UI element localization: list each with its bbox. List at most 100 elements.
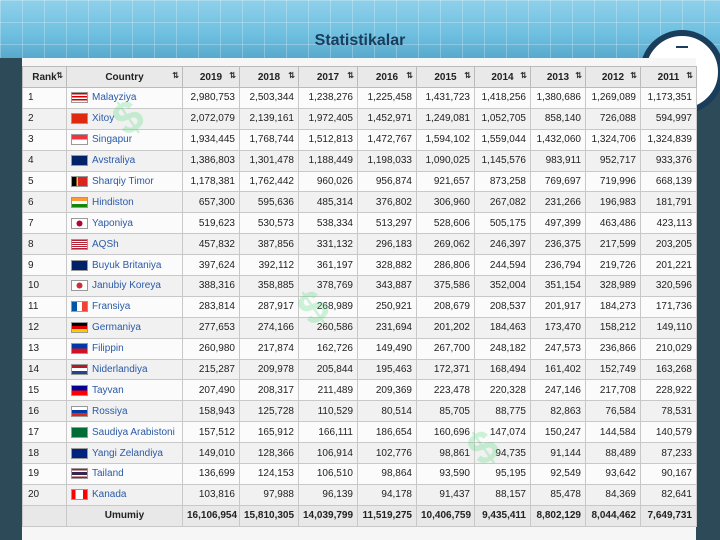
- country-name[interactable]: Buyuk Britaniya: [92, 259, 162, 271]
- sort-arrows-icon[interactable]: ⇅: [347, 71, 354, 80]
- country-cell[interactable]: Janubiy Koreya: [66, 275, 183, 297]
- sort-arrows-icon[interactable]: ⇅: [520, 71, 527, 80]
- value-cell-2016: 1,452,971: [357, 107, 417, 130]
- country-name[interactable]: Janubiy Koreya: [92, 280, 161, 292]
- country-cell[interactable]: Malayziya: [66, 87, 183, 109]
- sort-arrows-icon[interactable]: ⇅: [56, 71, 63, 80]
- value-cell-2013: 85,478: [530, 483, 586, 506]
- column-header-2017[interactable]: 2017 ⇅: [298, 66, 358, 88]
- country-cell[interactable]: Rossiya: [66, 400, 183, 423]
- sort-arrows-icon[interactable]: ⇅: [630, 71, 637, 80]
- value-cell-2014: 352,004: [474, 275, 531, 297]
- country-cell[interactable]: Fransiya: [66, 295, 183, 318]
- sort-arrows-icon[interactable]: ⇅: [575, 71, 582, 80]
- country-cell[interactable]: Tayvan: [66, 379, 183, 402]
- country-cell[interactable]: Avstraliya: [66, 149, 183, 172]
- country-name[interactable]: Tailand: [92, 468, 124, 480]
- country-cell[interactable]: Yaponiya: [66, 212, 183, 235]
- table-body: 1 Malayziya 2,980,753 2,503,344 1,238,276 1,2…: [22, 87, 697, 506]
- country-name[interactable]: Avstraliya: [92, 155, 136, 167]
- rank-cell: 2: [22, 107, 67, 130]
- australia-flag-icon: [71, 155, 88, 167]
- value-cell-2015: 208,679: [416, 295, 475, 318]
- country-cell[interactable]: Niderlandiya: [66, 358, 183, 381]
- value-cell-2012: 328,989: [585, 275, 641, 297]
- column-header-2011[interactable]: 2011 ⇅: [640, 66, 697, 88]
- value-cell-2016: 231,694: [357, 316, 417, 339]
- value-cell-2017: 110,529: [298, 400, 358, 423]
- column-header-2013[interactable]: 2013 ⇅: [530, 66, 586, 88]
- value-cell-2015: 98,861: [416, 442, 475, 465]
- column-header-label: Rank: [32, 71, 57, 83]
- value-cell-2013: 983,911: [530, 149, 586, 172]
- column-header-2015[interactable]: 2015 ⇅: [416, 66, 475, 88]
- value-cell-2013: 201,917: [530, 295, 586, 318]
- country-cell[interactable]: AQSh: [66, 233, 183, 256]
- value-cell-2017: 205,844: [298, 358, 358, 381]
- sort-arrows-icon[interactable]: ⇅: [172, 71, 179, 80]
- country-cell[interactable]: Xitoy: [66, 107, 183, 130]
- country-cell[interactable]: Singapur: [66, 128, 183, 151]
- value-cell-2018: 358,885: [239, 275, 299, 297]
- column-header-label: 2011: [657, 71, 680, 83]
- country-cell[interactable]: Filippin: [66, 337, 183, 360]
- value-cell-2017: 1,188,449: [298, 149, 358, 172]
- country-cell[interactable]: Tailand: [66, 463, 183, 485]
- value-cell-2019: 157,512: [182, 421, 240, 444]
- table-row: 13 Filippin 260,980 217,874 162,726 149,490 26…: [22, 337, 697, 360]
- country-name[interactable]: Tayvan: [92, 384, 124, 396]
- sort-arrows-icon[interactable]: ⇅: [406, 71, 413, 80]
- country-name[interactable]: Sharqiy Timor: [92, 176, 154, 188]
- value-cell-2019: 136,699: [182, 463, 240, 485]
- country-cell[interactable]: Saudiya Arabistoni: [66, 421, 183, 444]
- value-cell-2019: 2,980,753: [182, 87, 240, 109]
- country-name[interactable]: Xitoy: [92, 113, 115, 125]
- country-name[interactable]: Rossiya: [92, 405, 128, 417]
- country-name[interactable]: Kanada: [92, 489, 127, 501]
- value-cell-2014: 267,082: [474, 191, 531, 214]
- country-cell[interactable]: Buyuk Britaniya: [66, 254, 183, 277]
- value-cell-2018: 2,139,161: [239, 107, 299, 130]
- sort-arrows-icon[interactable]: ⇅: [464, 71, 471, 80]
- value-cell-2011: 1,173,351: [640, 87, 697, 109]
- country-name[interactable]: Saudiya Arabistoni: [92, 426, 175, 438]
- country-name[interactable]: AQSh: [92, 238, 119, 250]
- country-name[interactable]: Yaponiya: [92, 217, 133, 229]
- country-name[interactable]: Germaniya: [92, 322, 141, 334]
- table-header-row: Rank ⇅ Country ⇅ 2019 ⇅ 2018 ⇅ 2017 ⇅ 2016 ⇅ 2015 ⇅ 20…: [22, 66, 697, 88]
- value-cell-2019: 397,624: [182, 254, 240, 277]
- country-name[interactable]: Niderlandiya: [92, 364, 148, 376]
- value-cell-2015: 85,705: [416, 400, 475, 423]
- value-cell-2018: 595,636: [239, 191, 299, 214]
- table-row: 20 Kanada 103,816 97,988 96,139 94,178 91,437 8…: [22, 483, 697, 506]
- value-cell-2016: 195,463: [357, 358, 417, 381]
- country-name[interactable]: Malayziya: [92, 92, 137, 104]
- country-name[interactable]: Fransiya: [92, 301, 131, 313]
- sort-arrows-icon[interactable]: ⇅: [288, 71, 295, 80]
- country-cell[interactable]: Sharqiy Timor: [66, 170, 183, 193]
- value-cell-2013: 769,697: [530, 170, 586, 193]
- column-header-2019[interactable]: 2019 ⇅: [182, 66, 240, 88]
- column-header-2012[interactable]: 2012 ⇅: [585, 66, 641, 88]
- column-header-2016[interactable]: 2016 ⇅: [357, 66, 417, 88]
- rank-cell: 10: [22, 275, 67, 297]
- country-name[interactable]: Hindiston: [92, 196, 134, 208]
- value-cell-2012: 219,726: [585, 254, 641, 277]
- sort-arrows-icon[interactable]: ⇅: [686, 71, 693, 80]
- country-cell[interactable]: Germaniya: [66, 316, 183, 339]
- country-cell[interactable]: Kanada: [66, 483, 183, 506]
- country-name[interactable]: Yangi Zelandiya: [92, 447, 163, 459]
- country-name[interactable]: Filippin: [92, 343, 124, 355]
- column-header-rank[interactable]: Rank ⇅: [22, 66, 67, 88]
- country-name[interactable]: Singapur: [92, 134, 133, 146]
- canada-flag-icon: [71, 489, 88, 501]
- value-cell-2012: 88,489: [585, 442, 641, 465]
- column-header-2014[interactable]: 2014 ⇅: [474, 66, 531, 88]
- sort-arrows-icon[interactable]: ⇅: [229, 71, 236, 80]
- column-header-2018[interactable]: 2018 ⇅: [239, 66, 299, 88]
- column-header-country[interactable]: Country ⇅: [66, 66, 183, 88]
- value-cell-2016: 80,514: [357, 400, 417, 423]
- country-cell[interactable]: Yangi Zelandiya: [66, 442, 183, 465]
- country-cell[interactable]: Hindiston: [66, 191, 183, 214]
- value-cell-2014: 244,594: [474, 254, 531, 277]
